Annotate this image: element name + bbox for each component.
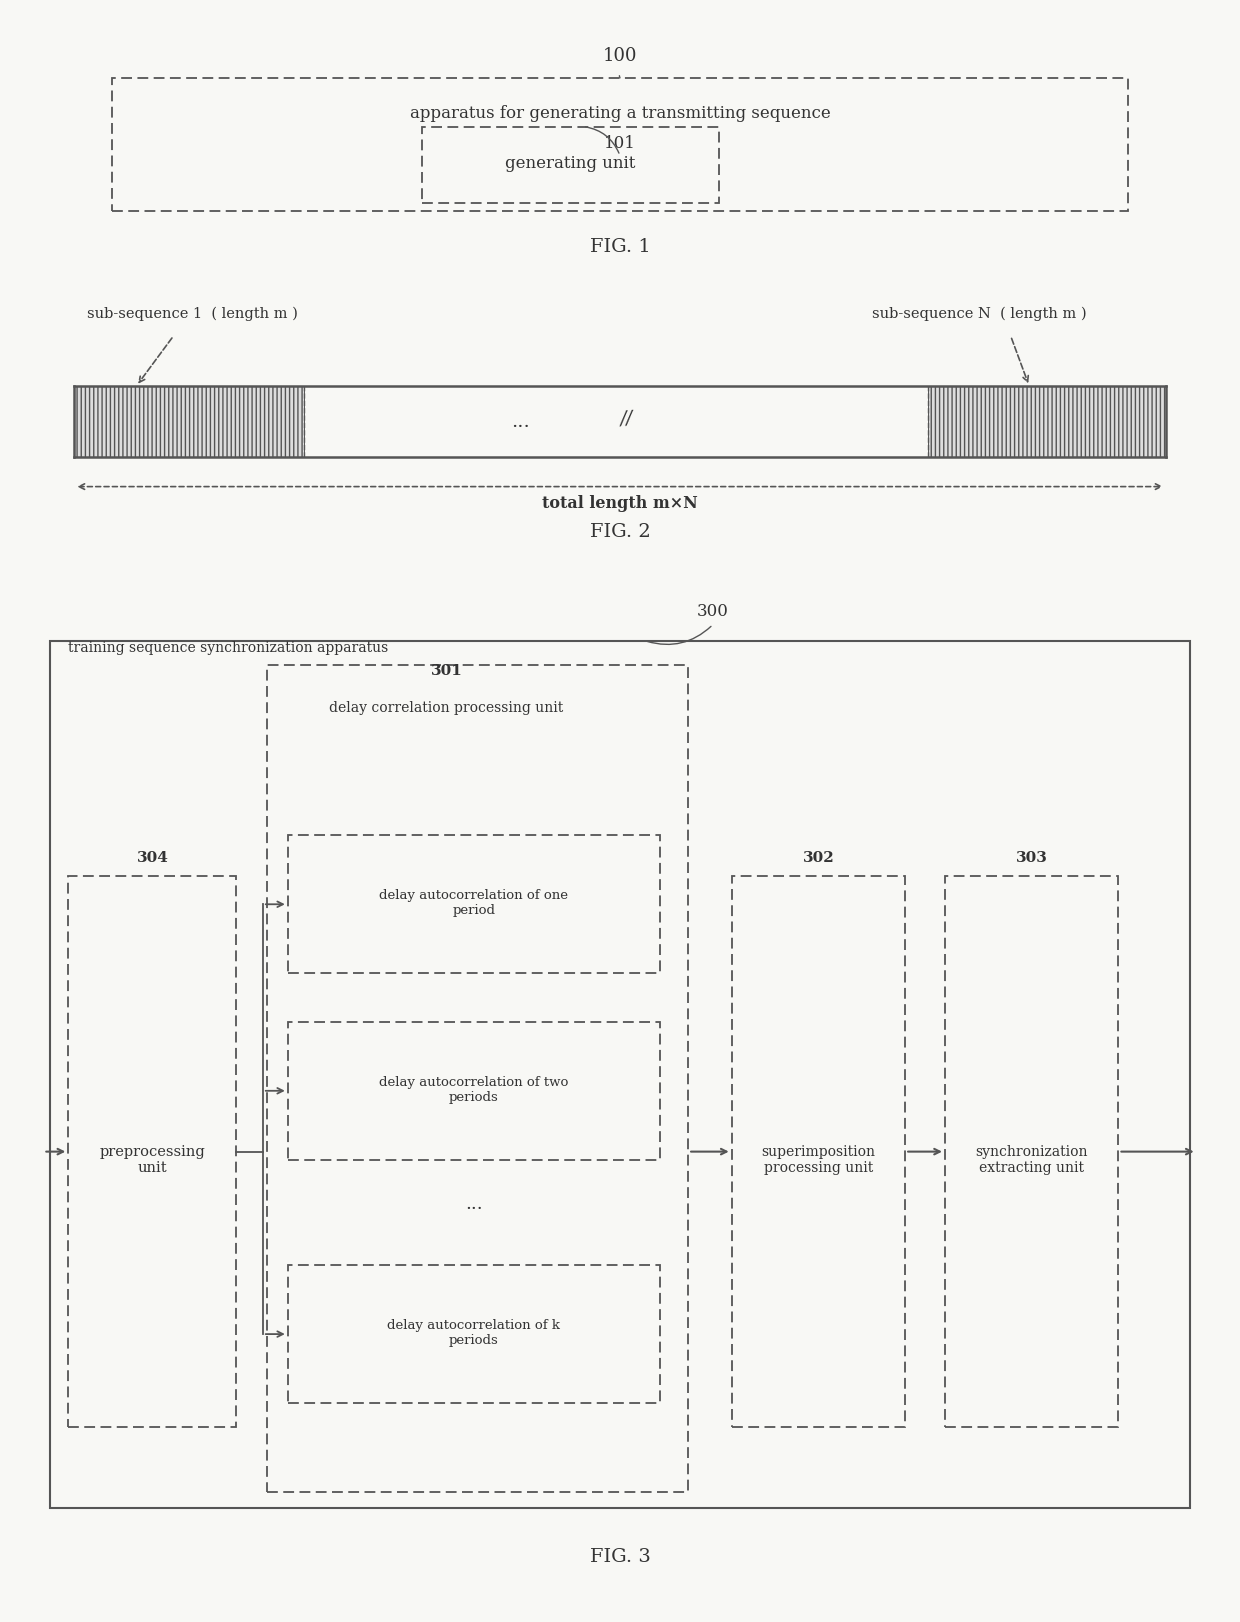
Text: 300: 300: [697, 603, 729, 620]
Bar: [945, 876, 1118, 1427]
Text: 302: 302: [802, 850, 835, 865]
Text: //: //: [619, 409, 634, 428]
Bar: [68, 876, 236, 1427]
Bar: [288, 835, 660, 973]
Text: sub-sequence 1  ( length m ): sub-sequence 1 ( length m ): [87, 307, 298, 321]
Text: 100: 100: [603, 47, 637, 65]
Bar: [267, 665, 688, 1492]
Text: preprocessing
unit: preprocessing unit: [99, 1145, 206, 1174]
Bar: [288, 1265, 660, 1403]
Text: delay autocorrelation of k
periods: delay autocorrelation of k periods: [387, 1319, 560, 1348]
Text: ...: ...: [465, 1194, 482, 1213]
Text: apparatus for generating a transmitting sequence: apparatus for generating a transmitting …: [409, 105, 831, 122]
Text: synchronization
extracting unit: synchronization extracting unit: [976, 1145, 1087, 1174]
Bar: [928, 386, 1166, 457]
Bar: [732, 876, 905, 1427]
Text: delay correlation processing unit: delay correlation processing unit: [330, 701, 563, 715]
Text: delay autocorrelation of one
period: delay autocorrelation of one period: [379, 889, 568, 918]
Text: 101: 101: [604, 136, 636, 152]
Bar: [422, 127, 719, 203]
Text: FIG. 1: FIG. 1: [590, 237, 650, 256]
Text: delay autocorrelation of two
periods: delay autocorrelation of two periods: [379, 1075, 568, 1105]
Text: FIG. 3: FIG. 3: [589, 1547, 651, 1567]
Text: 301: 301: [430, 663, 463, 678]
Text: ...: ...: [511, 412, 531, 431]
Bar: [74, 386, 304, 457]
Text: training sequence synchronization apparatus: training sequence synchronization appara…: [68, 641, 388, 655]
Text: total length m×N: total length m×N: [542, 495, 698, 511]
Bar: [288, 1022, 660, 1160]
Text: 304: 304: [136, 850, 169, 865]
Text: sub-sequence N  ( length m ): sub-sequence N ( length m ): [872, 307, 1087, 321]
Bar: [50, 641, 1190, 1508]
Text: generating unit: generating unit: [505, 156, 636, 172]
Text: 303: 303: [1016, 850, 1048, 865]
Bar: [112, 78, 1128, 211]
Text: FIG. 2: FIG. 2: [590, 522, 650, 542]
Text: superimposition
processing unit: superimposition processing unit: [761, 1145, 875, 1174]
